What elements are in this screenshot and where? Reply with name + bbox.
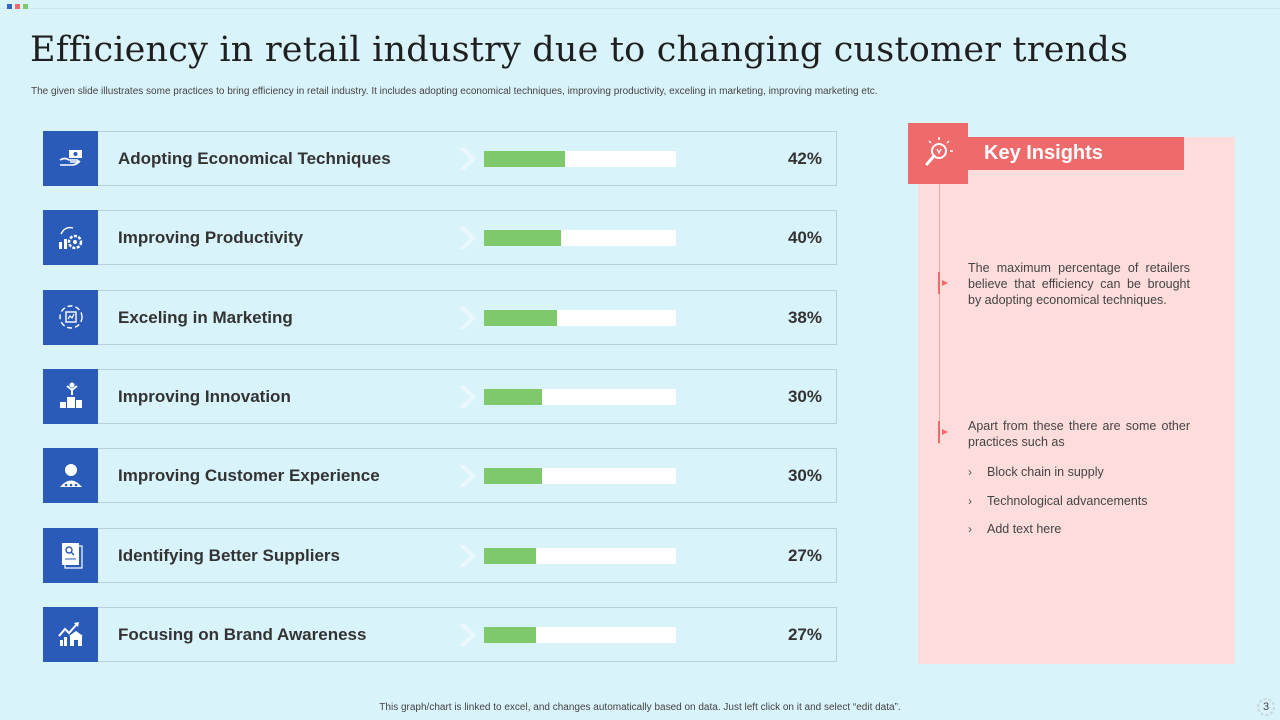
category-label: Improving Customer Experience — [118, 466, 380, 486]
value-label: 30% — [787, 466, 822, 486]
list-item: › Block chain in supply — [968, 465, 1104, 479]
page-number: 3 — [1256, 697, 1276, 717]
chevron-right-icon — [456, 225, 482, 256]
insights-timeline — [939, 184, 940, 444]
list-item: › Technological advancements — [968, 493, 1148, 508]
chart-row: Identifying Better Suppliers 27% — [43, 527, 837, 583]
bar — [484, 151, 565, 167]
insight-point-2: Apart from these there are some other pr… — [968, 419, 1190, 449]
chart-row: Improving Innovation 30% — [43, 368, 837, 424]
list-item: › Add text here — [968, 522, 1062, 536]
row-card: Identifying Better Suppliers 27% — [98, 527, 837, 583]
chevron-right-icon: › — [968, 465, 972, 479]
bar-track — [484, 468, 676, 485]
chart-row: Focusing on Brand Awareness 27% — [43, 606, 837, 662]
chevron-right-icon — [456, 146, 482, 177]
value-label: 38% — [787, 307, 822, 327]
bar — [484, 626, 536, 643]
timeline-marker-2 — [938, 421, 948, 443]
chart-row: Improving Customer Experience 30% — [43, 448, 837, 504]
chevron-right-icon — [456, 543, 482, 574]
chevron-right-icon — [456, 463, 482, 494]
customer-experience-icon — [43, 448, 98, 504]
bar-track — [484, 547, 676, 564]
value-label: 30% — [787, 386, 822, 406]
dot-blue — [7, 4, 12, 9]
productivity-gauge-icon — [43, 210, 98, 266]
chart-row: Adopting Economical Techniques 42% — [43, 131, 837, 186]
gear-icon — [1257, 698, 1275, 716]
chevron-right-icon — [456, 305, 482, 336]
insight-bullet-list: › Block chain in supply › Technological ad… — [968, 465, 1148, 551]
key-insights-panel — [918, 137, 1235, 664]
bar — [484, 547, 536, 564]
footer-note: This graph/chart is linked to excel, and… — [379, 702, 901, 713]
key-insights-header: Key Insights — [968, 137, 1184, 170]
bar-track — [484, 309, 676, 326]
chevron-right-icon — [456, 384, 482, 415]
chevron-right-icon — [456, 622, 482, 653]
category-label: Adopting Economical Techniques — [118, 149, 391, 168]
bar — [484, 468, 542, 485]
value-label: 27% — [787, 624, 822, 644]
row-card: Improving Innovation 30% — [98, 368, 837, 424]
bar — [484, 230, 561, 247]
bar-track — [484, 388, 676, 405]
brand-growth-icon — [43, 606, 98, 662]
marketing-cycle-icon — [43, 289, 98, 345]
bar-track — [484, 151, 676, 167]
money-hand-icon — [43, 131, 98, 186]
bar-track — [484, 230, 676, 247]
page-subtitle: The given slide illustrates some practic… — [31, 86, 878, 97]
row-card: Focusing on Brand Awareness 27% — [98, 606, 837, 662]
timeline-marker-1 — [938, 272, 948, 294]
bar-track — [484, 626, 676, 643]
category-label: Improving Productivity — [118, 228, 304, 248]
chevron-right-icon: › — [968, 522, 972, 536]
top-divider — [0, 8, 1280, 9]
innovation-podium-icon — [43, 368, 98, 424]
category-label: Exceling in Marketing — [118, 307, 293, 327]
bar — [484, 388, 542, 405]
supplier-document-icon — [43, 527, 98, 583]
value-label: 42% — [787, 149, 822, 168]
bar — [484, 309, 557, 326]
value-label: 40% — [787, 228, 822, 248]
row-card: Exceling in Marketing 38% — [98, 289, 837, 345]
window-dots — [7, 4, 28, 9]
page-title: Efficiency in retail industry due to cha… — [30, 30, 1129, 70]
row-card: Adopting Economical Techniques 42% — [98, 131, 837, 186]
category-label: Improving Innovation — [118, 386, 291, 406]
chevron-right-icon: › — [968, 493, 972, 508]
dot-green — [23, 4, 28, 9]
insight-point-1: The maximum percentage of retailers beli… — [968, 261, 1190, 307]
value-label: 27% — [787, 545, 822, 565]
category-label: Identifying Better Suppliers — [118, 545, 340, 565]
category-label: Focusing on Brand Awareness — [118, 624, 367, 644]
chart-row: Improving Productivity 40% — [43, 210, 837, 266]
row-card: Improving Productivity 40% — [98, 210, 837, 266]
insight-bulb-icon — [908, 123, 968, 184]
dot-red — [15, 4, 20, 9]
chart-row: Exceling in Marketing 38% — [43, 289, 837, 345]
row-card: Improving Customer Experience 30% — [98, 448, 837, 504]
